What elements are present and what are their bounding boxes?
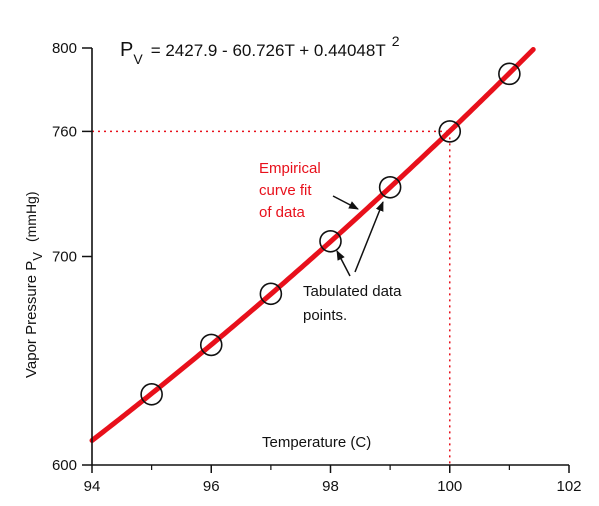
data-points-label-line-2: points. — [303, 307, 347, 324]
fit-curve-layer — [89, 47, 536, 444]
data-points-arrow-1 — [336, 250, 351, 277]
data-points-layer — [140, 62, 521, 406]
curve-fit-label-line-1: Empirical — [259, 160, 321, 177]
y-axis-title-sub: V — [30, 252, 45, 261]
equation-exponent: 2 — [392, 33, 400, 49]
reference-lines — [92, 130, 451, 465]
x-tick-label: 94 — [84, 478, 101, 495]
data-points-label-line-1: Tabulated data — [303, 283, 402, 300]
equation-lhs: P — [120, 39, 133, 61]
curve-fit-label-line-3: of data — [259, 204, 306, 221]
equation-rhs: = 2427.9 - 60.726T + 0.44048T — [151, 41, 386, 60]
curve-fit-label-line-2: curve fit — [259, 182, 312, 199]
fit-curve — [89, 47, 536, 444]
y-tick-label: 600 — [52, 457, 77, 474]
equation-lhs-sub: V — [133, 51, 143, 67]
data-point — [438, 120, 462, 143]
x-tick-label: 100 — [437, 478, 462, 495]
data-points-arrow-2 — [354, 201, 384, 273]
x-tick-label: 96 — [203, 478, 220, 495]
y-tick-label: 700 — [52, 249, 77, 266]
y-axis-title-main: Vapor Pressure P — [23, 261, 40, 378]
equation: PV = 2427.9 - 60.726T + 0.44048T 2 — [120, 33, 400, 67]
y-tick-label: 760 — [52, 123, 77, 140]
y-tick-label: 800 — [52, 40, 77, 57]
x-tick-label: 102 — [556, 478, 581, 495]
curve-fit-label: Empirical curve fit of data — [259, 160, 325, 221]
data-point — [498, 62, 521, 86]
axes: 94 96 98 100 102 600 700 760 800 — [52, 40, 582, 495]
data-point — [140, 383, 163, 406]
curve-fit-arrow — [332, 195, 359, 210]
x-axis-title: Temperature (C) — [262, 434, 371, 451]
data-point — [378, 175, 402, 199]
data-points-label: Tabulated data points. — [303, 283, 406, 324]
y-axis-title-unit: (mmHg) — [23, 192, 39, 243]
data-point — [199, 333, 223, 357]
data-point — [319, 229, 342, 253]
x-tick-label: 98 — [322, 478, 339, 495]
data-point — [259, 282, 283, 306]
y-axis-title: Vapor Pressure PV (mmHg) — [23, 192, 45, 379]
